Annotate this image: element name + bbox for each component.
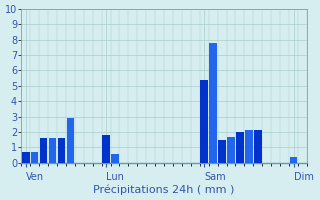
Bar [31,152,38,163]
Bar [209,43,217,163]
Bar [290,157,297,163]
Bar [22,152,29,163]
Bar [102,135,110,163]
Bar [67,118,74,163]
Bar [58,138,65,163]
Bar [111,154,119,163]
Bar [49,138,56,163]
Bar [218,140,226,163]
Bar [40,138,47,163]
X-axis label: Précipitations 24h ( mm ): Précipitations 24h ( mm ) [93,185,235,195]
Bar [200,80,208,163]
Bar [254,130,261,163]
Bar [227,137,235,163]
Bar [236,132,244,163]
Bar [245,130,253,163]
